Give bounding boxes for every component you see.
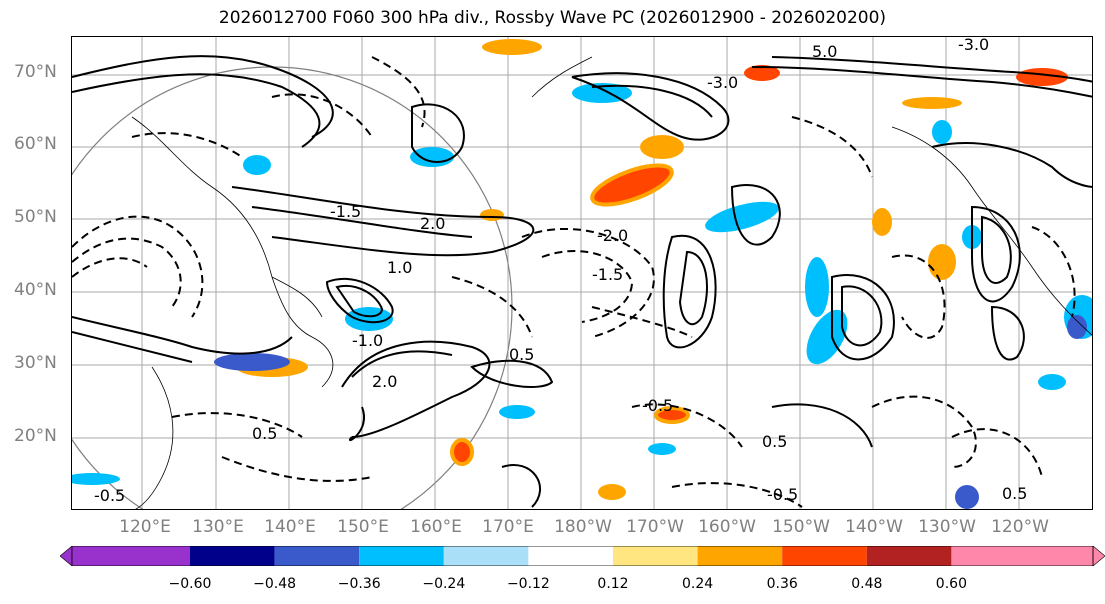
colorbar-segments [60,546,1105,566]
lon-label: 140°E [264,517,316,537]
lon-label: 170°E [482,517,534,537]
colorbar-tick-label: 0.60 [935,576,967,592]
contour-label: 2.0 [372,372,397,391]
colorbar-tick-label: −0.48 [253,576,297,592]
lon-label: 150°E [337,517,389,537]
lon-label: 140°W [845,517,903,537]
contour-label: -0.5 [642,396,673,415]
colorbar-segment [613,546,698,566]
lat-label: 40°N [14,280,57,300]
colorbar-segment [782,546,867,566]
colorbar-segment [528,546,613,566]
colorbar-segment [359,546,444,566]
contour-label: 5.0 [812,42,837,61]
colorbar-extend-high [1092,546,1105,566]
lat-label: 70°N [14,62,57,82]
lon-label: 120°W [991,517,1049,537]
lat-label: 20°N [14,426,57,446]
colorbar-tick-label: −0.36 [337,576,381,592]
lon-label: 160°W [698,517,756,537]
colorbar-segment [697,546,783,566]
lon-label: 150°W [772,517,830,537]
colorbar-segment [443,546,529,566]
colorbar-tick-label: 0.24 [682,576,714,592]
divergence-shading [72,39,1092,509]
contour-label: -1.5 [592,265,623,284]
colorbar-tick-label: −0.12 [506,576,550,592]
contour-label: 0.5 [762,432,787,451]
map-title: 2026012700 F060 300 hPa div., Rossby Wav… [218,8,887,28]
colorbar-tick-label: 0.12 [597,576,629,592]
reference-circle [72,66,513,509]
lon-label: 130°E [192,517,244,537]
dashed-contours [72,56,1076,508]
coastlines [131,56,1092,509]
contour-label: -3.0 [958,37,989,54]
contour-label: 1.0 [387,258,412,277]
map-canvas: 0.5 0.5 -0.5 -0.5 1.0 -1.0 -1.5 -1.5 2.0… [72,37,1092,509]
contour-label: 0.5 [252,424,277,443]
contour-label: -1.0 [352,331,383,350]
contour-labels: 0.5 0.5 -0.5 -0.5 1.0 -1.0 -1.5 -1.5 2.0… [94,37,1027,505]
colorbar-tick-label: −0.60 [168,576,212,592]
contour-label: -1.5 [330,202,361,221]
contour-label: 0.5 [1002,484,1027,503]
colorbar [60,546,1105,566]
contour-label: -0.5 [767,485,798,504]
lat-label: 50°N [14,207,57,227]
contour-label: -0.5 [94,486,125,505]
lon-label: 180°W [554,517,612,537]
contour-label: 0.5 [509,345,534,364]
colorbar-segment [190,546,275,566]
lat-label: 30°N [14,353,57,373]
solid-contours [72,55,1092,508]
colorbar-segment [951,546,1093,566]
colorbar-tick-label: 0.36 [766,576,798,592]
contour-label: 2.0 [420,214,445,233]
colorbar-segment [274,546,360,566]
colorbar-tick-label: 0.48 [851,576,883,592]
map-panel: 0.5 0.5 -0.5 -0.5 1.0 -1.0 -1.5 -1.5 2.0… [71,36,1093,510]
lon-label: 130°W [918,517,976,537]
lat-label: 60°N [14,134,57,154]
lon-label: 160°E [410,517,462,537]
contour-label: -2.0 [597,226,628,245]
colorbar-extend-low [60,546,73,566]
contour-label: -3.0 [707,73,738,92]
colorbar-tick-label: −0.24 [422,576,466,592]
colorbar-segment [72,546,190,566]
colorbar-segment [866,546,952,566]
lon-label: 120°E [119,517,171,537]
lon-label: 170°W [626,517,684,537]
colorbar-border [71,546,1094,566]
